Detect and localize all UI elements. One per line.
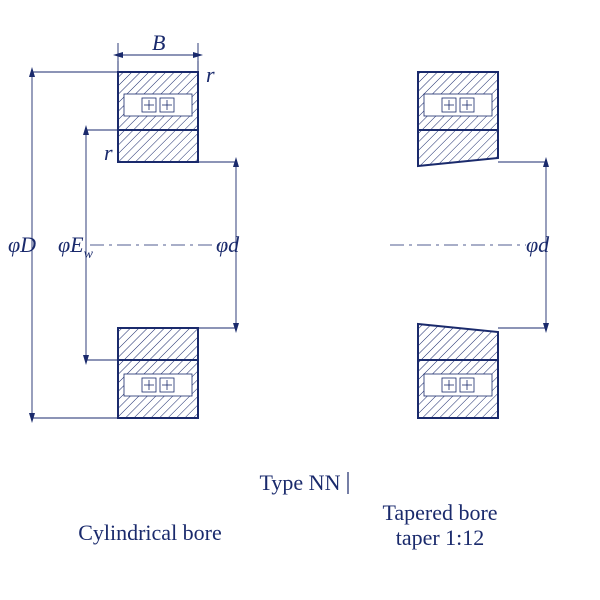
dimension-label: φEw xyxy=(58,232,94,262)
inner-ring-tapered xyxy=(418,130,498,166)
dimension-label: r xyxy=(206,62,215,87)
caption: Tapered bore xyxy=(382,500,497,525)
caption: taper 1:12 xyxy=(396,525,485,550)
dimension-label: φd xyxy=(526,232,550,257)
caption: Type NN xyxy=(260,470,341,495)
cage-band xyxy=(124,374,192,396)
inner-ring xyxy=(118,130,198,162)
dimension-label: φd xyxy=(216,232,240,257)
caption: Cylindrical bore xyxy=(78,520,222,545)
dimension-label: B xyxy=(152,30,165,55)
inner-ring xyxy=(118,328,198,360)
cage-band xyxy=(424,94,492,116)
dimension-label: r xyxy=(104,140,113,165)
cage-band xyxy=(424,374,492,396)
dimension-label: φD xyxy=(8,232,36,257)
bearing-diagram: Br r φD φEw φd φd Type NN Cylindrical bore Taper… xyxy=(0,0,600,600)
cage-band xyxy=(124,94,192,116)
inner-ring-tapered xyxy=(418,324,498,360)
